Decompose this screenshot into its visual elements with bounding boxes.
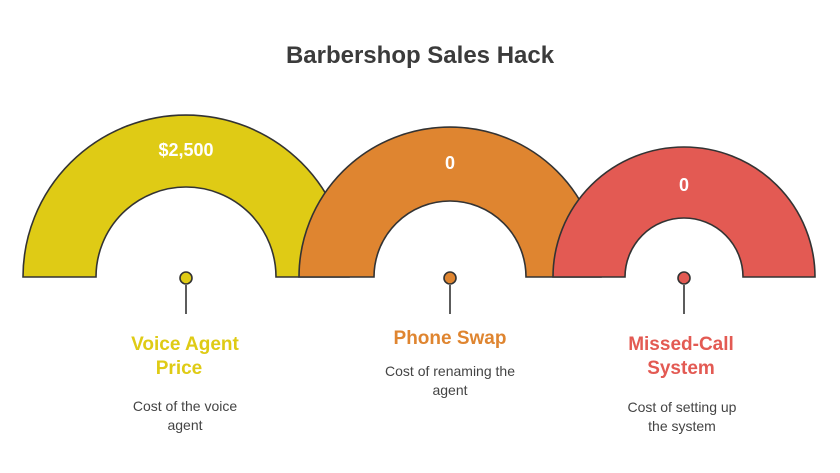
diagram-title: Barbershop Sales Hack [285, 42, 555, 69]
voice-agent-value: $2,500 [158, 140, 213, 160]
missed-call-desc-line2: the system [648, 418, 716, 434]
missed-call-pin [677, 271, 691, 314]
missed-call-label-line1: Missed-Call [628, 334, 734, 355]
phone-swap-pin [443, 271, 457, 314]
voice-agent-description: Cost of the voice agent [100, 397, 270, 435]
missed-call-label: Missed-Call System [586, 333, 776, 381]
missed-call-arch [552, 146, 816, 278]
voice-agent-desc-line2: agent [167, 417, 203, 433]
phone-swap-description: Cost of renaming the agent [355, 362, 545, 400]
phone-swap-desc-line2: agent [432, 382, 468, 398]
voice-agent-pin [179, 271, 193, 314]
phone-swap-desc-line1: Cost of renaming the [385, 363, 515, 379]
phone-swap-value: 0 [445, 153, 455, 173]
missed-call-desc-line1: Cost of setting up [627, 399, 737, 415]
voice-agent-desc-line1: Cost of the voice [132, 398, 238, 414]
voice-agent-label-line1: Voice Agent [131, 334, 239, 355]
missed-call-label-line2: System [647, 358, 715, 379]
phone-swap-label-line1: Phone Swap [393, 328, 507, 349]
voice-agent-label: Voice Agent Price [90, 333, 280, 381]
missed-call-description: Cost of setting up the system [597, 398, 767, 436]
voice-agent-label-line2: Price [155, 358, 203, 379]
missed-call-value: 0 [679, 175, 689, 195]
phone-swap-label: Phone Swap [350, 327, 550, 351]
